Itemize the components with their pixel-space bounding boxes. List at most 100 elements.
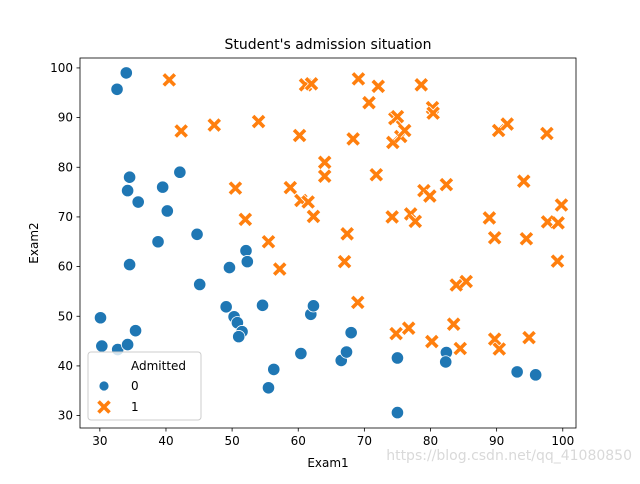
data-point-admitted-1 [300, 194, 316, 210]
data-point-admitted-1 [516, 173, 532, 189]
x-tick-label: 100 [551, 434, 574, 448]
data-point-admitted-1 [390, 109, 405, 124]
data-point-admitted-1 [317, 168, 333, 184]
legend-label-1: 1 [131, 400, 139, 414]
data-point-admitted-1 [491, 341, 507, 357]
y-tick-label: 100 [50, 61, 73, 75]
data-point-admitted-0 [123, 170, 137, 184]
data-point-admitted-1 [206, 117, 222, 133]
data-point-admitted-1 [554, 197, 569, 213]
data-point-admitted-0 [156, 180, 170, 194]
data-point-admitted-0 [222, 260, 237, 275]
data-point-admitted-0 [173, 165, 187, 179]
data-point-admitted-1 [261, 234, 276, 250]
data-point-admitted-0 [190, 227, 204, 241]
data-point-admitted-0 [119, 66, 133, 80]
x-axis-label: Exam1 [307, 456, 348, 470]
data-point-admitted-1 [401, 320, 417, 336]
data-point-admitted-1 [351, 71, 366, 87]
y-tick-label: 60 [58, 260, 73, 274]
y-tick-label: 80 [58, 160, 73, 174]
x-tick-label: 90 [489, 434, 504, 448]
data-point-admitted-0 [390, 406, 405, 420]
y-tick-label: 70 [58, 210, 73, 224]
data-point-admitted-1 [540, 214, 555, 230]
data-point-admitted-1 [446, 316, 461, 332]
data-point-admitted-0 [232, 330, 246, 344]
legend-marker-1 [96, 399, 112, 415]
data-point-admitted-0 [93, 311, 108, 325]
data-point-admitted-1 [550, 215, 566, 231]
legend-title: Admitted [131, 359, 186, 373]
data-point-admitted-0 [529, 368, 543, 382]
data-point-admitted-1 [425, 105, 441, 121]
chart-title: Student's admission situation [224, 37, 431, 53]
data-point-admitted-1 [237, 212, 253, 227]
data-point-admitted-1 [292, 128, 307, 143]
data-point-admitted-0 [261, 381, 276, 395]
x-tick-label: 60 [291, 434, 306, 448]
data-point-admitted-1 [272, 261, 288, 277]
data-point-admitted-0 [121, 337, 135, 352]
x-axis-ticks: 30 40 50 60 70 80 90 100 [92, 428, 574, 448]
data-point-admitted-1 [282, 180, 298, 195]
x-tick-label: 50 [224, 434, 239, 448]
data-point-admitted-1 [345, 131, 361, 147]
data-point-admitted-0 [219, 300, 233, 314]
data-point-admitted-1 [228, 180, 243, 196]
data-point-admitted-1 [422, 188, 438, 204]
data-point-admitted-0 [239, 244, 253, 258]
watermark-text: https://blog.csdn.net/qq_41080850 [386, 448, 632, 464]
data-point-admitted-0 [95, 339, 109, 353]
data-point-admitted-1 [368, 167, 384, 183]
data-point-admitted-0 [294, 346, 308, 361]
data-point-admitted-0 [193, 277, 207, 292]
data-point-admitted-1 [173, 123, 189, 139]
data-point-admitted-1 [388, 326, 404, 341]
y-tick-label: 30 [58, 409, 73, 423]
legend: Admitted 0 1 [87, 351, 202, 421]
data-point-admitted-1 [350, 295, 366, 310]
data-point-admitted-1 [424, 334, 440, 349]
data-point-admitted-0 [255, 298, 270, 312]
data-point-admitted-1 [448, 277, 464, 293]
data-point-admitted-1 [539, 126, 555, 141]
x-tick-label: 70 [357, 434, 372, 448]
data-point-admitted-0 [339, 345, 354, 359]
data-point-admitted-1 [384, 209, 400, 225]
data-point-admitted-0 [267, 362, 281, 376]
data-point-admitted-1 [487, 230, 502, 246]
data-point-admitted-0 [240, 255, 254, 269]
data-point-admitted-1 [487, 331, 502, 347]
data-point-admitted-1 [306, 209, 321, 224]
data-point-admitted-1 [521, 330, 537, 345]
data-point-admitted-0 [439, 355, 453, 369]
data-point-admitted-0 [306, 299, 321, 313]
data-point-admitted-1 [317, 154, 333, 170]
data-point-admitted-1 [458, 274, 474, 289]
data-point-admitted-0 [110, 82, 124, 96]
data-point-admitted-1 [161, 72, 177, 88]
data-point-admitted-0 [128, 324, 143, 338]
data-point-admitted-1 [413, 77, 429, 93]
data-point-admitted-1 [452, 341, 468, 356]
x-tick-label: 40 [158, 434, 173, 448]
data-point-admitted-1 [337, 254, 352, 269]
y-tick-label: 40 [58, 359, 73, 373]
data-point-admitted-1 [251, 114, 266, 129]
y-axis-label: Exam2 [27, 222, 41, 263]
data-point-admitted-0 [390, 351, 405, 365]
axes-frame [79, 57, 577, 429]
x-tick-label: 80 [423, 434, 438, 448]
data-point-admitted-0 [151, 235, 165, 249]
y-tick-label: 50 [58, 309, 73, 323]
data-point-admitted-1 [482, 210, 497, 226]
plot-area [79, 57, 577, 429]
data-point-admitted-1 [519, 231, 534, 247]
data-point-admitted-1 [304, 76, 319, 92]
data-point-admitted-0 [123, 258, 137, 272]
x-tick-label: 30 [92, 434, 107, 448]
data-point-admitted-0 [344, 326, 358, 340]
